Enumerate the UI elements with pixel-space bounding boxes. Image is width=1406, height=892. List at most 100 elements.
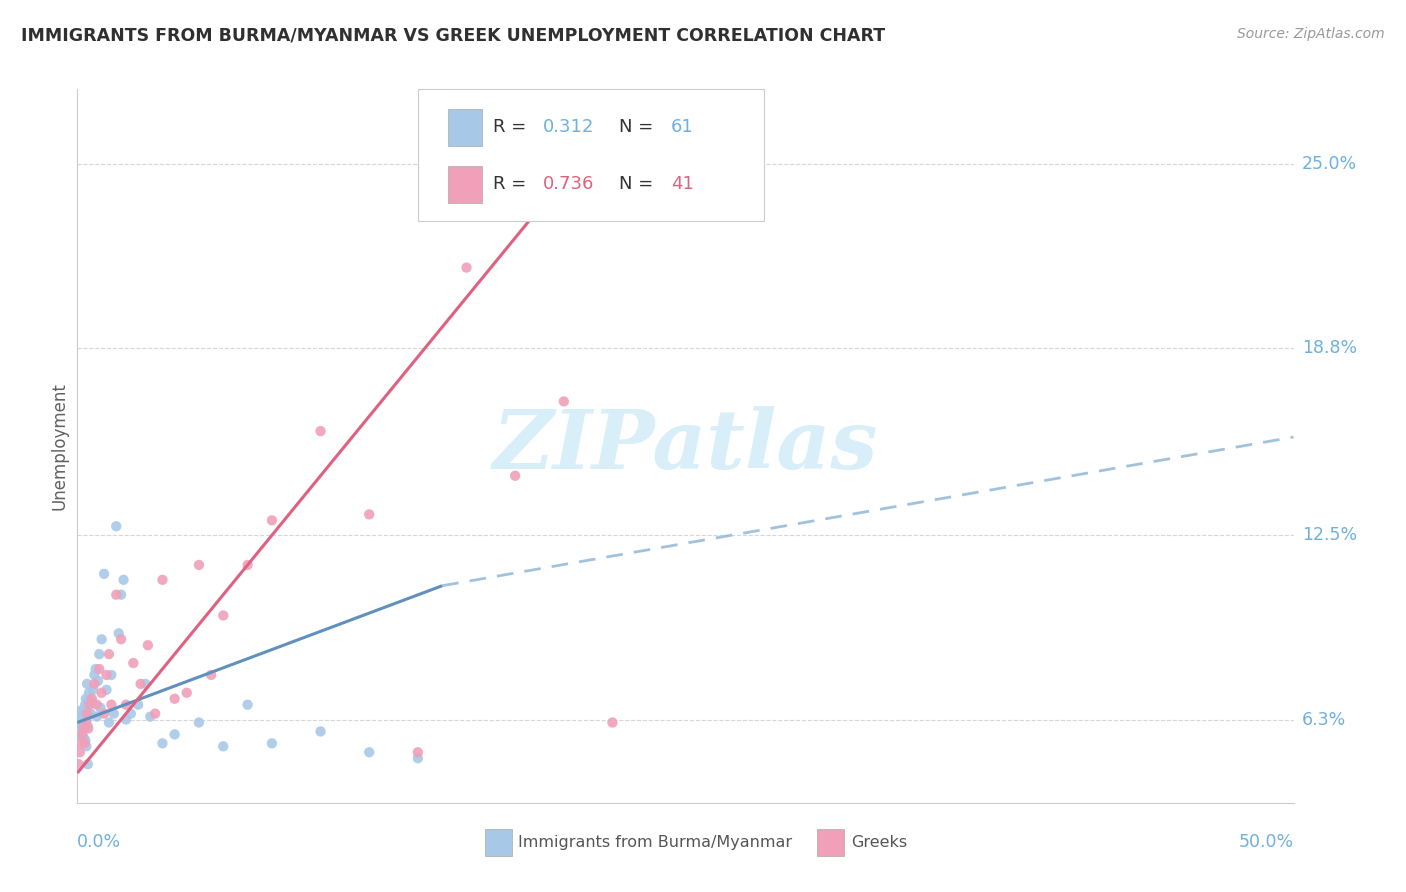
Point xyxy=(77,686,100,700)
Point xyxy=(456,260,478,275)
Text: ZIPatlas: ZIPatlas xyxy=(492,406,879,486)
Text: 61: 61 xyxy=(671,118,693,136)
Text: IMMIGRANTS FROM BURMA/MYANMAR VS GREEK UNEMPLOYMENT CORRELATION CHART: IMMIGRANTS FROM BURMA/MYANMAR VS GREEK U… xyxy=(21,27,886,45)
Point xyxy=(105,588,128,602)
Point xyxy=(176,686,198,700)
Point xyxy=(73,713,96,727)
Point xyxy=(70,727,93,741)
Point xyxy=(67,757,90,772)
Point xyxy=(134,677,156,691)
Text: N =: N = xyxy=(619,118,658,136)
Text: 50.0%: 50.0% xyxy=(1239,833,1294,851)
Point xyxy=(163,727,186,741)
Point xyxy=(602,715,624,730)
Point xyxy=(115,698,138,712)
Point xyxy=(82,682,104,697)
Point xyxy=(77,722,100,736)
Point xyxy=(120,706,142,721)
FancyBboxPatch shape xyxy=(449,166,482,203)
Text: 6.3%: 6.3% xyxy=(1302,711,1346,729)
Point xyxy=(107,626,129,640)
Point xyxy=(129,677,152,691)
Point xyxy=(110,632,132,647)
Point xyxy=(163,691,186,706)
Text: 0.736: 0.736 xyxy=(543,175,595,193)
Point xyxy=(100,698,122,712)
Point xyxy=(110,588,132,602)
Point xyxy=(86,698,108,712)
FancyBboxPatch shape xyxy=(449,109,482,146)
Point xyxy=(139,709,162,723)
Point xyxy=(152,736,174,750)
Point xyxy=(503,468,526,483)
Point xyxy=(69,718,91,732)
Point xyxy=(143,706,166,721)
Point xyxy=(89,700,111,714)
FancyBboxPatch shape xyxy=(418,89,765,221)
Point xyxy=(236,698,259,712)
Point xyxy=(236,558,259,572)
Point xyxy=(72,722,94,736)
Point xyxy=(89,662,111,676)
Text: 25.0%: 25.0% xyxy=(1302,154,1357,172)
Text: Source: ZipAtlas.com: Source: ZipAtlas.com xyxy=(1237,27,1385,41)
Point xyxy=(69,704,91,718)
Point xyxy=(212,739,235,754)
Point xyxy=(72,731,94,745)
Point xyxy=(69,709,91,723)
Point xyxy=(80,691,103,706)
Point xyxy=(212,608,235,623)
Text: Immigrants from Burma/Myanmar: Immigrants from Burma/Myanmar xyxy=(517,835,792,849)
Point xyxy=(100,668,122,682)
Point xyxy=(79,691,101,706)
Point xyxy=(406,751,429,765)
Point xyxy=(76,757,98,772)
Point xyxy=(76,713,98,727)
Point xyxy=(309,424,332,438)
Point xyxy=(83,677,105,691)
Point xyxy=(75,733,97,747)
Point xyxy=(105,519,128,533)
Point xyxy=(97,715,120,730)
Point xyxy=(70,724,93,739)
Point xyxy=(136,638,159,652)
Point xyxy=(69,745,91,759)
Point xyxy=(67,718,90,732)
Point xyxy=(406,745,429,759)
Point xyxy=(75,739,97,754)
Point xyxy=(188,558,211,572)
Point xyxy=(72,722,94,736)
Point xyxy=(112,573,135,587)
Text: R =: R = xyxy=(494,118,533,136)
Text: 12.5%: 12.5% xyxy=(1302,526,1357,544)
Text: 18.8%: 18.8% xyxy=(1302,339,1357,357)
Point xyxy=(75,698,97,712)
Text: 0.0%: 0.0% xyxy=(77,833,121,851)
Point xyxy=(80,695,103,709)
Point xyxy=(96,668,118,682)
Point xyxy=(115,713,138,727)
Point xyxy=(73,736,96,750)
Point xyxy=(188,715,211,730)
Point xyxy=(76,677,98,691)
Point xyxy=(72,715,94,730)
Text: 41: 41 xyxy=(671,175,693,193)
Point xyxy=(260,513,283,527)
Point xyxy=(359,745,381,759)
Point xyxy=(75,715,97,730)
Point xyxy=(70,736,93,750)
Point xyxy=(70,727,93,741)
Text: 0.312: 0.312 xyxy=(543,118,595,136)
Point xyxy=(79,698,101,712)
Point xyxy=(359,508,381,522)
Point xyxy=(553,394,575,409)
Point xyxy=(70,713,93,727)
Point xyxy=(90,686,112,700)
Point xyxy=(77,698,100,712)
Point xyxy=(84,662,107,676)
Point xyxy=(127,698,149,712)
Point xyxy=(76,706,98,721)
Text: R =: R = xyxy=(494,175,533,193)
Point xyxy=(309,724,332,739)
Point xyxy=(67,722,90,736)
